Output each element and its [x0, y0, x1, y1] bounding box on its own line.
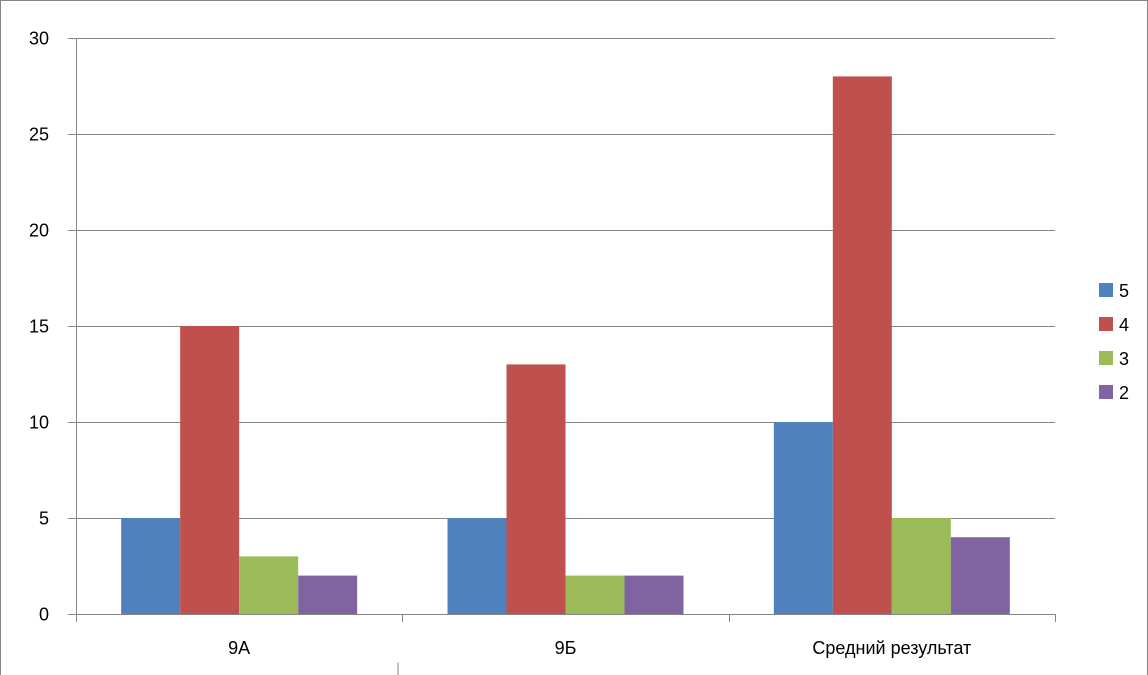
bar-2-0 [298, 575, 358, 614]
bar-5-0 [121, 518, 181, 614]
x-tick-label: Средний результат [812, 638, 971, 658]
legend-swatch-3 [1099, 351, 1113, 365]
legend-swatch-4 [1099, 317, 1113, 331]
x-tick-label: 9Б [555, 638, 577, 658]
y-tick-label: 15 [29, 317, 49, 337]
legend-swatch-5 [1099, 283, 1113, 297]
y-tick-label: 5 [39, 509, 49, 529]
legend-label: 5 [1119, 281, 1129, 301]
legend: 5 4 3 2 [1099, 281, 1129, 403]
bars [121, 76, 1010, 614]
axes [68, 38, 1056, 622]
legend-label: 3 [1119, 349, 1129, 369]
y-tick-label: 30 [29, 29, 49, 49]
bar-2-1 [624, 575, 684, 614]
y-tick-label: 0 [39, 605, 49, 625]
legend-label: 4 [1119, 315, 1129, 335]
bar-2-2 [950, 537, 1010, 614]
bar-4-1 [506, 364, 566, 614]
y-tick-label: 20 [29, 221, 49, 241]
bar-3-0 [239, 556, 299, 614]
y-tick-labels: 0 5 10 15 20 25 30 [29, 29, 49, 625]
bar-3-2 [891, 518, 951, 614]
bar-4-0 [180, 326, 240, 614]
legend-swatch-2 [1099, 385, 1113, 399]
y-tick-label: 25 [29, 125, 49, 145]
y-tick-label: 10 [29, 413, 49, 433]
bar-3-1 [565, 575, 625, 614]
bar-5-1 [447, 518, 507, 614]
x-tick-label: 9А [228, 638, 250, 658]
legend-label: 2 [1119, 383, 1129, 403]
x-tick-labels: 9А 9Б Средний результат [228, 638, 971, 658]
bar-4-2 [832, 76, 892, 614]
bar-5-2 [773, 422, 833, 614]
